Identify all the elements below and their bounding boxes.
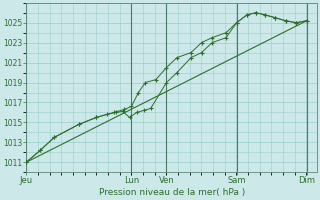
X-axis label: Pression niveau de la mer( hPa ): Pression niveau de la mer( hPa ) — [99, 188, 245, 197]
